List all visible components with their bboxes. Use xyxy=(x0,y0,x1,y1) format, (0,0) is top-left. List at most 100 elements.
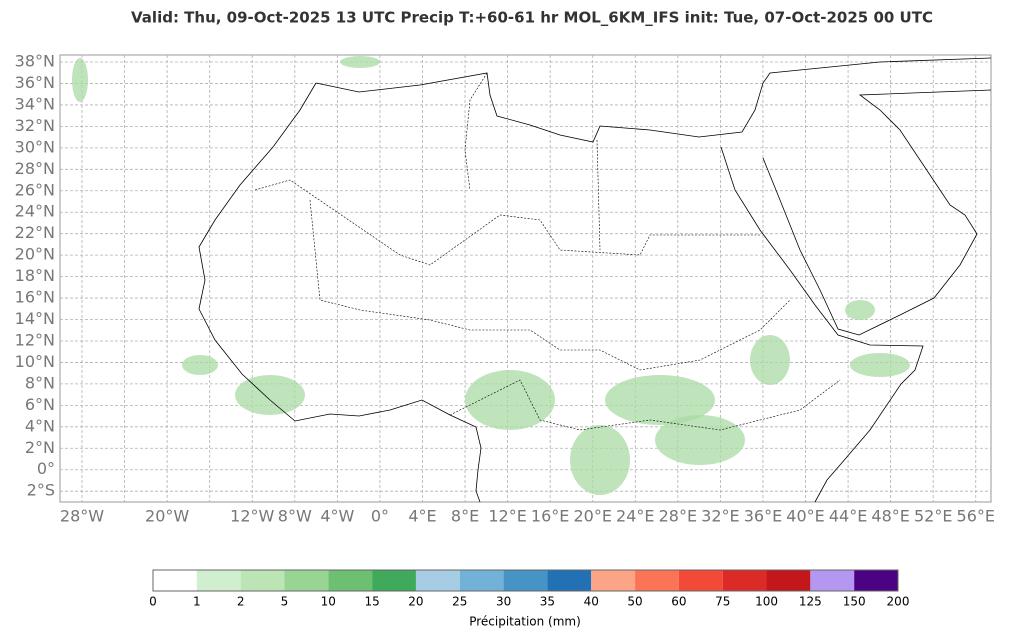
colorbar-tick-label: 125 xyxy=(799,595,822,609)
lon-tick-label: 48°E xyxy=(871,507,909,526)
lon-tick-label: 20°E xyxy=(573,507,611,526)
lat-tick-label: 18°N xyxy=(15,266,55,285)
lon-tick-label: 52°E xyxy=(914,507,952,526)
lon-tick-label: 36°E xyxy=(744,507,782,526)
colorbar-tick-label: 40 xyxy=(584,595,599,609)
colorbar-bin xyxy=(415,570,460,591)
colorbar: 0 1 2 5 10 15 20 25 30 35 40 50 60 75 100 125 150 200 xyxy=(149,569,910,609)
lat-tick-label: 14°N xyxy=(15,309,55,328)
border xyxy=(464,72,601,251)
lon-tick-label: 8°W xyxy=(278,507,312,526)
lon-tick-label: 4°W xyxy=(320,507,354,526)
lon-tick-label: 44°E xyxy=(829,507,867,526)
lat-tick-label: 8°N xyxy=(25,373,55,392)
colorbar-bin xyxy=(503,570,548,591)
coastline xyxy=(720,146,924,503)
colorbar-bin xyxy=(240,570,285,591)
colorbar-tick-label: 200 xyxy=(887,595,910,609)
colorbar-tick-label: 60 xyxy=(671,595,686,609)
lat-tick-label: 12°N xyxy=(15,330,55,349)
lon-tick-label: 16°E xyxy=(531,507,569,526)
rain-area xyxy=(750,335,790,385)
colorbar-bin xyxy=(372,570,416,591)
colorbar-bin xyxy=(284,570,329,591)
colorbar-tick-label: 1 xyxy=(193,595,201,609)
coastline xyxy=(762,89,992,336)
lat-tick-label: 26°N xyxy=(15,180,55,199)
colorbar-bin xyxy=(810,570,855,591)
lat-tick-label: 2°S xyxy=(27,481,55,500)
lon-tick-label: 28°W xyxy=(60,507,104,526)
lon-tick-label: 12°E xyxy=(488,507,526,526)
lon-tick-label: 40°E xyxy=(786,507,824,526)
colorbar-tick-label: 10 xyxy=(321,595,336,609)
colorbar-tick-label: 150 xyxy=(843,595,866,609)
lon-tick-label: 20°W xyxy=(145,507,189,526)
border xyxy=(449,379,841,431)
colorbar-bin xyxy=(547,570,592,591)
colorbar-bin xyxy=(591,570,636,591)
lon-tick-label: 8°E xyxy=(451,507,479,526)
map-frame xyxy=(59,54,992,503)
axis-ticks: 38°N 36°N 34°N 32°N 30°N 28°N 26°N 24°N 22°N 20°N… xyxy=(15,52,995,526)
rain-area xyxy=(182,355,218,375)
colorbar-tick-label: 2 xyxy=(237,595,245,609)
lat-tick-label: 4°N xyxy=(25,416,55,435)
lat-tick-label: 24°N xyxy=(15,202,55,221)
lat-tick-label: 30°N xyxy=(15,137,55,156)
lat-tick-label: 20°N xyxy=(15,245,55,264)
rain-area xyxy=(235,375,305,415)
colorbar-tick-label: 15 xyxy=(364,595,379,609)
lon-tick-label: 28°E xyxy=(659,507,697,526)
title: Valid: Thu, 09-Oct-2025 13 UTC Precip T:… xyxy=(131,9,933,27)
lon-tick-label: 24°E xyxy=(616,507,654,526)
lat-tick-label: 10°N xyxy=(15,352,55,371)
colorbar-tick-label: 30 xyxy=(496,595,511,609)
border xyxy=(254,179,760,266)
colorbar-bin xyxy=(766,570,811,591)
colorbar-label: Précipitation (mm) xyxy=(469,615,581,629)
lon-tick-label: 12°W xyxy=(230,507,274,526)
lat-tick-label: 16°N xyxy=(15,288,55,307)
rain-area xyxy=(570,425,630,495)
rain-area xyxy=(605,375,715,425)
lat-tick-label: 38°N xyxy=(15,52,55,71)
precipitation xyxy=(72,56,910,495)
colorbar-tick-label: 20 xyxy=(408,595,423,609)
colorbar-tick-label: 0 xyxy=(149,595,157,609)
colorbar-bin xyxy=(196,570,241,591)
lat-tick-label: 0° xyxy=(37,459,55,478)
lon-tick-label: 4°E xyxy=(408,507,436,526)
colorbar-tick-label: 25 xyxy=(452,595,467,609)
colorbar-tick-label: 5 xyxy=(281,595,289,609)
rain-area xyxy=(655,415,745,465)
colorbar-bin xyxy=(854,570,898,591)
colorbar-tick-label: 50 xyxy=(627,595,642,609)
lat-tick-label: 34°N xyxy=(15,94,55,113)
colorbar-bin xyxy=(459,570,504,591)
colorbar-bin xyxy=(153,570,197,591)
coastline xyxy=(198,82,482,503)
colorbar-tick-label: 75 xyxy=(715,595,730,609)
rain-area xyxy=(72,58,88,102)
rain-area xyxy=(850,353,910,377)
colorbar-frame xyxy=(152,569,899,592)
lat-tick-label: 6°N xyxy=(25,395,55,414)
colorbar-tick-label: 100 xyxy=(755,595,778,609)
lat-tick-label: 22°N xyxy=(15,223,55,242)
colorbar-bin xyxy=(328,570,373,591)
rain-area xyxy=(845,300,875,320)
rain-area xyxy=(340,56,380,68)
colorbar-tick-label: 35 xyxy=(540,595,555,609)
lat-tick-label: 32°N xyxy=(15,116,55,135)
lat-tick-label: 2°N xyxy=(25,438,55,457)
lon-tick-label: 32°E xyxy=(701,507,739,526)
lon-tick-label: 0° xyxy=(371,507,389,526)
border xyxy=(309,199,791,371)
colorbar-bin xyxy=(722,570,767,591)
lat-tick-label: 36°N xyxy=(15,73,55,92)
lon-tick-label: 56°E xyxy=(957,507,995,526)
rain-area xyxy=(465,370,555,430)
colorbar-bin xyxy=(678,570,723,591)
